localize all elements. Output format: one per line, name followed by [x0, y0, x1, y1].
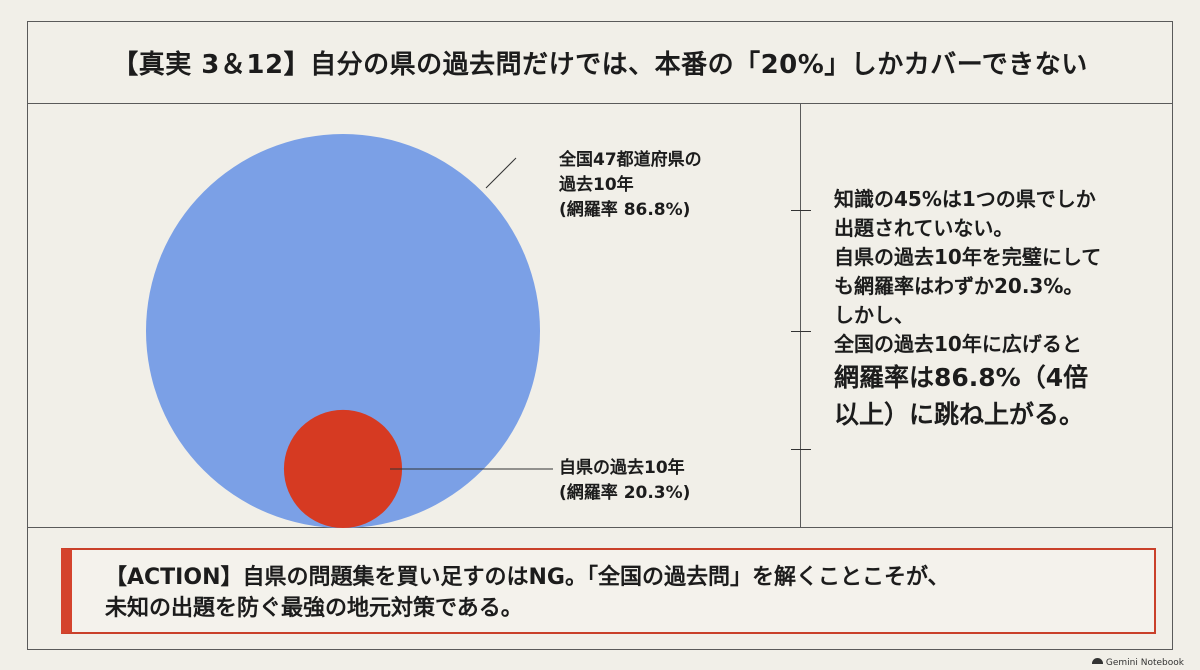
key-findings: 知識の45%は1つの県でしか 出題されていない。 自県の過去10年を完璧にして …	[834, 185, 1154, 433]
finding-line: 出題されていない。	[834, 216, 1014, 240]
finding-line-emphasis: 網羅率は86.8%（4倍	[834, 363, 1089, 392]
note-tick	[791, 449, 811, 450]
finding-line: 全国の過去10年に広げると	[834, 332, 1082, 356]
own-prefecture-label-line: (網羅率 20.3%)	[559, 483, 691, 503]
bottom-divider	[28, 527, 1172, 528]
action-text: 【ACTION】自県の問題集を買い足すのはNG。「全国の過去問」を解くことこそが…	[105, 562, 950, 624]
finding-line: 自県の過去10年を完璧にして	[834, 245, 1102, 269]
finding-line: しかし、	[834, 303, 914, 327]
note-tick	[791, 210, 811, 211]
own-prefecture-circle-label: 自県の過去10年 (網羅率 20.3%)	[559, 456, 690, 506]
national-circle-label: 全国47都道府県の 過去10年 (網羅率 86.8%)	[559, 148, 702, 223]
own-prefecture-label-line: 自県の過去10年	[559, 458, 685, 478]
note-tick	[791, 331, 811, 332]
finding-line: 知識の45%は1つの県でしか	[834, 187, 1096, 211]
slide-frame: 【真実 3＆12】自分の県の過去問だけでは、本番の「20%」しかカバーできない	[27, 21, 1173, 650]
action-line: 【ACTION】自県の問題集を買い足すのはNG。「全国の過去問」を解くことこそが…	[105, 565, 950, 590]
page-title: 【真実 3＆12】自分の県の過去問だけでは、本番の「20%」しかカバーできない	[112, 50, 1088, 80]
national-label-line: 過去10年	[559, 175, 634, 195]
national-leader-line	[485, 157, 517, 189]
action-line: 未知の出題を防ぐ最強の地元対策である。	[105, 596, 523, 621]
national-coverage-circle	[146, 134, 540, 528]
action-box: 【ACTION】自県の問題集を買い足すのはNG。「全国の過去問」を解くことこそが…	[61, 548, 1156, 634]
column-divider	[800, 103, 801, 527]
footer-brand-text: Gemini Notebook	[1105, 658, 1184, 668]
finding-line: も網羅率はわずか20.3%。	[834, 274, 1084, 298]
national-label-line: (網羅率 86.8%)	[559, 200, 691, 220]
national-label-line: 全国47都道府県の	[559, 150, 702, 170]
title-divider	[28, 103, 1172, 104]
gemini-notebook-logo-icon	[1091, 658, 1103, 664]
own-prefecture-coverage-circle	[283, 409, 403, 528]
finding-line-emphasis: 以上）に跳ね上がる。	[834, 400, 1085, 429]
footer-brand: Gemini Notebook	[1091, 658, 1184, 668]
